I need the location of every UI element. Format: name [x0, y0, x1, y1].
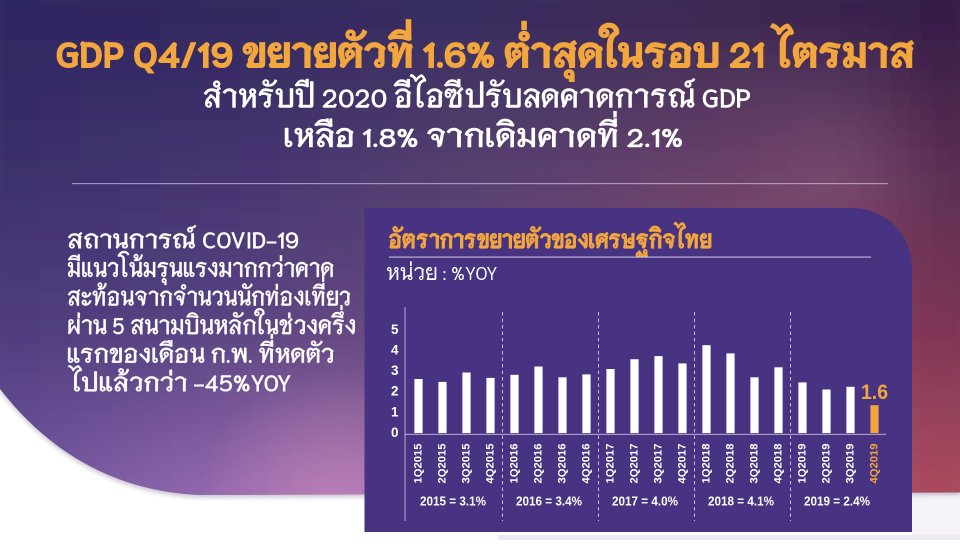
svg-text:1Q2016: 1Q2016	[509, 444, 521, 484]
svg-text:2017 = 4.0%: 2017 = 4.0%	[612, 494, 678, 509]
svg-text:3: 3	[391, 363, 399, 378]
svg-text:2: 2	[391, 384, 399, 399]
svg-text:2Q2017: 2Q2017	[629, 444, 641, 484]
svg-text:2Q2015: 2Q2015	[437, 444, 449, 484]
svg-text:2015 = 3.1%: 2015 = 3.1%	[420, 494, 486, 509]
svg-text:2Q2016: 2Q2016	[533, 444, 545, 484]
svg-text:4: 4	[391, 342, 399, 357]
svg-text:5: 5	[391, 322, 399, 337]
svg-text:1Q2017: 1Q2017	[605, 444, 617, 484]
svg-text:3Q2017: 3Q2017	[653, 444, 665, 484]
svg-text:2Q2019: 2Q2019	[821, 444, 833, 484]
svg-text:3Q2018: 3Q2018	[749, 444, 761, 484]
svg-text:3Q2015: 3Q2015	[461, 444, 473, 484]
svg-text:1: 1	[391, 404, 399, 419]
svg-text:2018 = 4.1%: 2018 = 4.1%	[708, 494, 774, 509]
svg-text:4Q2016: 4Q2016	[581, 444, 593, 484]
svg-text:3Q2016: 3Q2016	[557, 444, 569, 484]
svg-text:0: 0	[391, 425, 399, 440]
svg-text:4Q2017: 4Q2017	[677, 444, 689, 484]
svg-text:2016 = 3.4%: 2016 = 3.4%	[516, 494, 582, 509]
svg-text:4Q2019: 4Q2019	[869, 444, 881, 484]
svg-text:4Q2018: 4Q2018	[773, 444, 785, 484]
svg-text:2Q2018: 2Q2018	[725, 444, 737, 484]
svg-text:4Q2015: 4Q2015	[485, 444, 497, 484]
svg-text:1Q2019: 1Q2019	[797, 444, 809, 484]
svg-text:2019 = 2.4%: 2019 = 2.4%	[804, 494, 870, 509]
svg-text:1.6: 1.6	[861, 381, 888, 404]
svg-text:1Q2015: 1Q2015	[413, 444, 425, 484]
svg-text:3Q2019: 3Q2019	[845, 444, 857, 484]
svg-text:1Q2018: 1Q2018	[701, 444, 713, 484]
